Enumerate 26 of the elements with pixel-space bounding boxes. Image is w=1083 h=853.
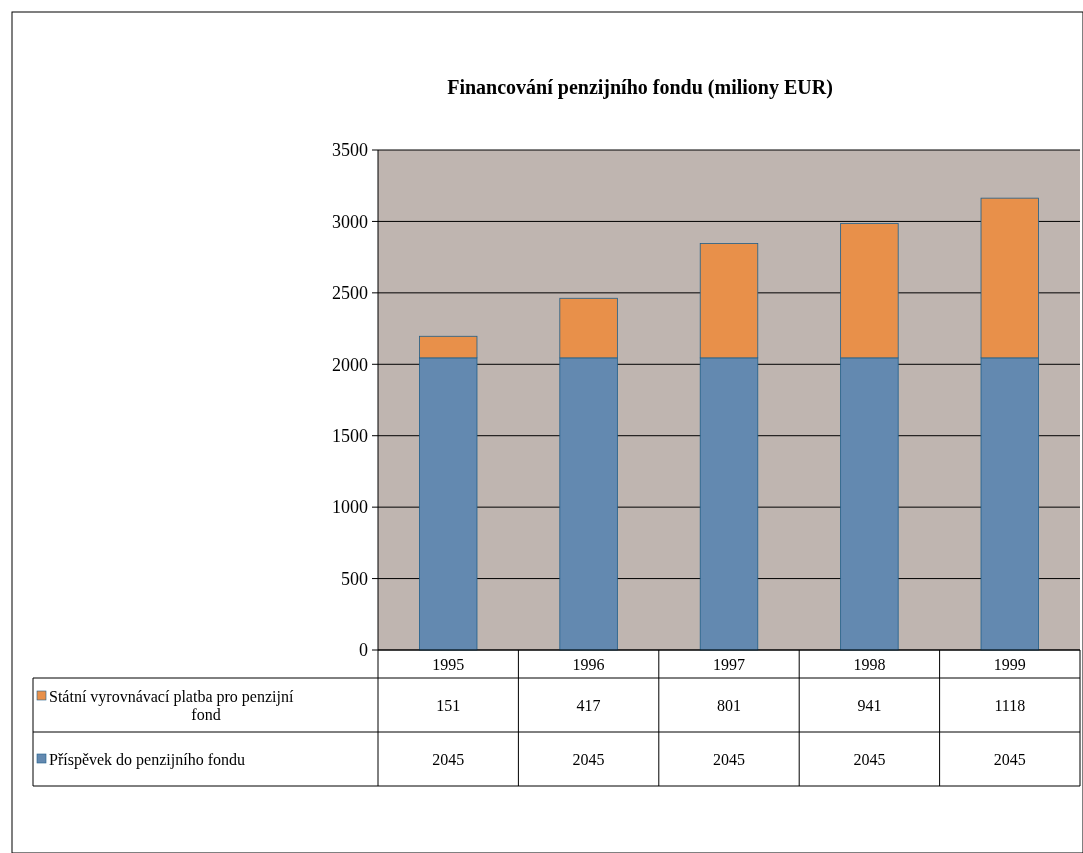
data-label: 941 bbox=[857, 696, 882, 714]
data-label: 801 bbox=[717, 696, 741, 714]
chart-title: Financování penzijního fondu (miliony EUR) bbox=[447, 76, 833, 99]
x-tick-label: 1999 bbox=[993, 655, 1026, 673]
y-tick-label: 2500 bbox=[332, 283, 368, 304]
data-label: 2045 bbox=[432, 750, 465, 768]
y-tick-label: 500 bbox=[341, 568, 368, 589]
data-label: 417 bbox=[576, 696, 601, 714]
data-label: 2045 bbox=[853, 750, 886, 768]
y-tick-label: 1500 bbox=[332, 426, 368, 447]
data-label: 2045 bbox=[993, 750, 1026, 768]
data-label: 2045 bbox=[572, 750, 605, 768]
y-tick-label: 0 bbox=[359, 640, 368, 661]
y-tick-label: 3500 bbox=[332, 140, 368, 161]
data-label: 2045 bbox=[713, 750, 745, 768]
y-tick-label: 3000 bbox=[332, 211, 368, 232]
data-label: 1118 bbox=[994, 696, 1026, 714]
data-label: 151 bbox=[436, 696, 461, 714]
x-tick-label: 1995 bbox=[432, 655, 465, 673]
legend-label: Příspěvek do penzijního fondu bbox=[49, 750, 245, 769]
y-tick-label: 2000 bbox=[332, 354, 368, 375]
x-tick-label: 1997 bbox=[713, 655, 745, 673]
x-tick-label: 1998 bbox=[853, 655, 886, 673]
y-tick-label: 1000 bbox=[332, 497, 368, 518]
legend-label: Státní vyrovnávací platba pro penzijní fond bbox=[49, 687, 294, 723]
x-tick-label: 1996 bbox=[572, 655, 605, 673]
